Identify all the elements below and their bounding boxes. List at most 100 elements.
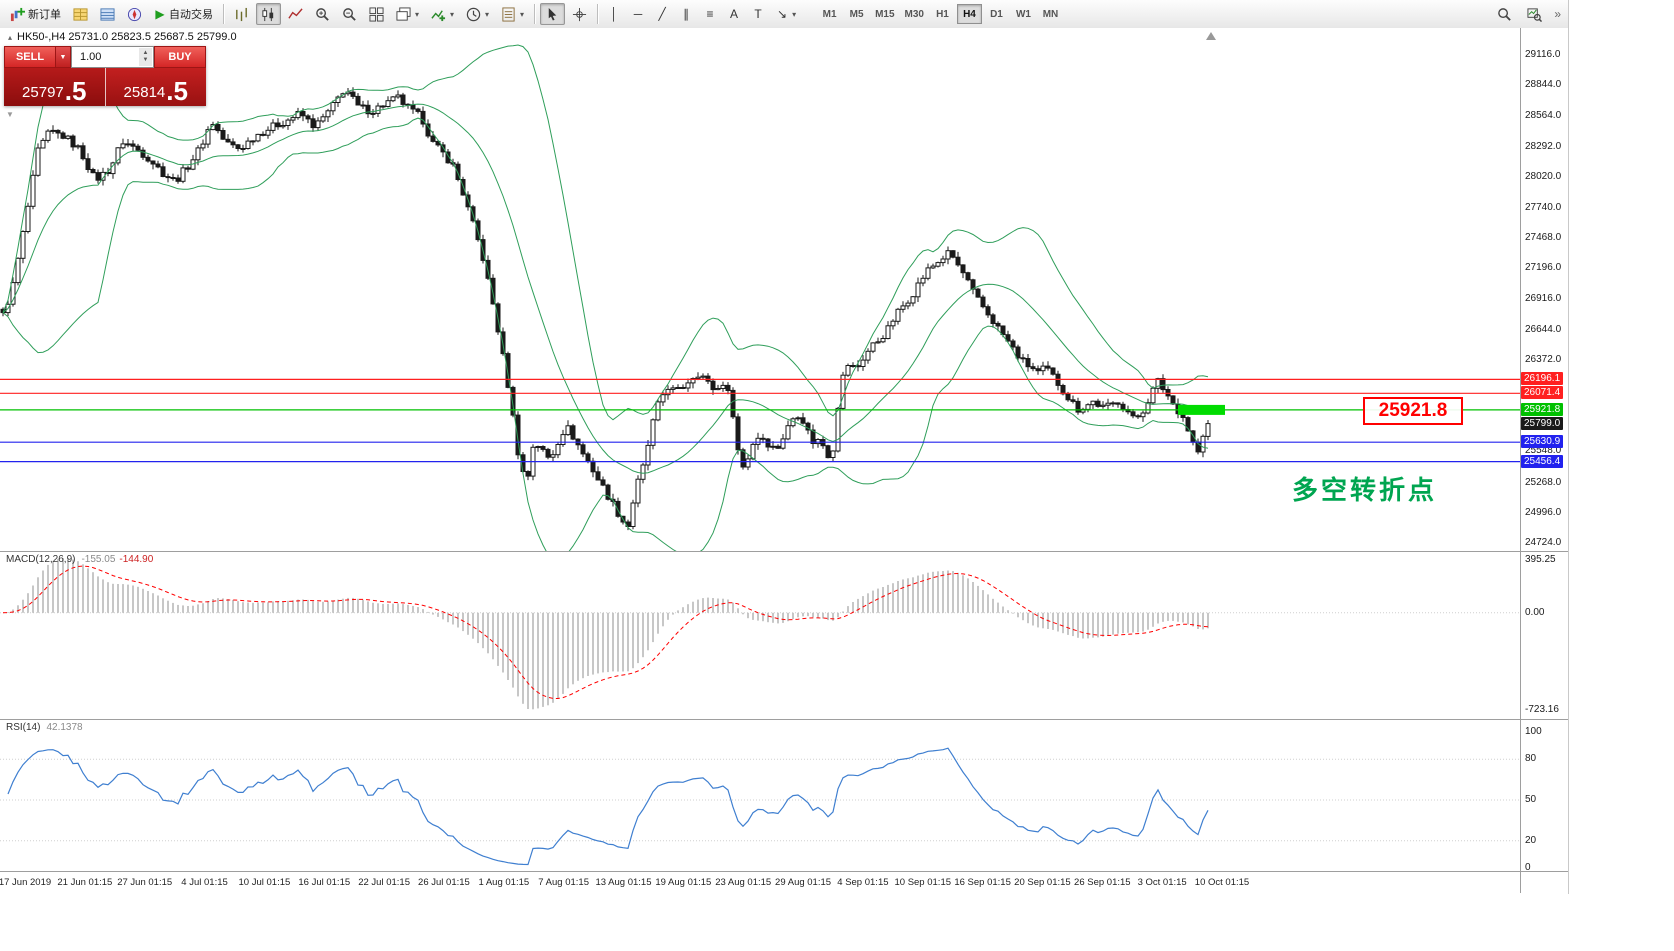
text-label-tool-button[interactable]: T	[747, 3, 769, 25]
vertical-line-tool-button[interactable]: │	[603, 3, 625, 25]
timeframes-menu-button[interactable]: ▾	[461, 3, 494, 25]
axis-label: 28844.0	[1525, 79, 1562, 91]
timeframe-w1[interactable]: W1	[1011, 4, 1036, 24]
price-axis[interactable]: 29116.0 28844.0 28564.0 28292.0 28020.0 27740…	[1520, 28, 1568, 551]
macd-axis[interactable]: 395.25 0.00 -723.16	[1520, 552, 1568, 719]
date-axis[interactable]: 17 Jun 2019 21 Jun 01:15 27 Jun 01:15 4 Jul…	[0, 872, 1520, 893]
timeframe-m1[interactable]: M1	[817, 4, 842, 24]
buy-button[interactable]: BUY	[154, 46, 206, 68]
chevron-down-icon: ▾	[450, 9, 455, 19]
axis-label: 28292.0	[1525, 140, 1562, 152]
indicators-icon	[431, 9, 446, 21]
timeframe-m30[interactable]: M30	[901, 4, 928, 24]
axis-label: 25548.0	[1525, 445, 1562, 457]
date-axis-label: 16 Jul 01:15	[298, 877, 351, 888]
rsi-axis[interactable]: 100 80 50 20 0	[1520, 720, 1568, 873]
timeframe-h4[interactable]: H4	[956, 4, 982, 24]
panel-splitter[interactable]	[0, 551, 1568, 552]
data-window-button[interactable]	[95, 3, 120, 25]
rsi-pane: RSI(14) 42.1378	[0, 720, 1520, 871]
new-order-label: 新订单	[28, 9, 61, 21]
axis-label: 26916.0	[1525, 293, 1562, 305]
candlestick-chart-button[interactable]	[256, 3, 281, 25]
chevron-down-icon: ▾	[792, 9, 797, 19]
price-callout-box[interactable]: 25921.8	[1363, 397, 1463, 425]
chevron-down-icon: ▾	[520, 9, 525, 19]
axis-label: 27468.0	[1525, 232, 1562, 244]
date-axis-label: 1 Aug 01:15	[478, 877, 530, 888]
market-watch-button[interactable]	[68, 3, 93, 25]
price-axis-tag: 25921.8	[1521, 402, 1564, 416]
toolbar-overflow-chevron[interactable]: »	[1554, 7, 1561, 21]
tile-windows-button[interactable]	[364, 3, 389, 25]
sell-button[interactable]: SELL	[4, 46, 56, 68]
toolbar-separator	[223, 4, 224, 24]
toolbar-group-drawing: │ ─ ╱ ∥ ≡ A T ↘ ▾	[602, 3, 802, 25]
date-axis-label: 23 Aug 01:15	[715, 877, 772, 888]
indicators-button[interactable]: ▾	[426, 3, 459, 25]
zoom-out-button[interactable]	[337, 3, 362, 25]
timeframe-mn[interactable]: MN	[1038, 4, 1063, 24]
channel-tool-button[interactable]: ∥	[675, 3, 697, 25]
new-order-button[interactable]: 新订单	[5, 3, 66, 25]
fibonacci-icon: ≡	[706, 7, 714, 21]
toolbar-separator	[597, 4, 599, 24]
navigator-button[interactable]	[122, 3, 147, 25]
date-axis-label: 29 Aug 01:15	[775, 877, 832, 888]
timeframe-m5[interactable]: M5	[844, 4, 869, 24]
timeframe-m15[interactable]: M15	[871, 4, 898, 24]
date-axis-label: 22 Jul 01:15	[358, 877, 410, 888]
volume-spinner[interactable]: ▲ ▼	[139, 48, 152, 66]
horizontal-line-tool-button[interactable]: ─	[627, 3, 649, 25]
date-axis-label: 3 Oct 01:15	[1137, 877, 1187, 888]
rsi-canvas[interactable]	[0, 720, 1520, 871]
date-axis-label: 10 Oct 01:15	[1194, 877, 1250, 888]
date-axis-label: 10 Sep 01:15	[894, 877, 952, 888]
panel-splitter[interactable]	[0, 719, 1568, 720]
spinner-up-icon[interactable]: ▲	[142, 50, 149, 56]
symbol-search-button[interactable]	[1492, 3, 1517, 25]
panel-splitter[interactable]	[0, 871, 1568, 872]
toolbar: 新订单 ▶ 自动交易	[0, 0, 1568, 29]
horizontal-level-lines[interactable]	[0, 378, 1520, 463]
chart-annotation-text[interactable]: 多空转折点	[1292, 475, 1438, 505]
volume-field[interactable]: 1.00 ▲ ▼	[71, 46, 154, 68]
text-tool-button[interactable]: A	[723, 3, 745, 25]
buy-price[interactable]: 25814.5	[105, 68, 206, 106]
chart-ohlc-header: ▴ HK50-,H4 25731.0 25823.5 25687.5 25799…	[8, 31, 237, 43]
sell-price[interactable]: 25797.5	[4, 68, 106, 106]
cascade-windows-button[interactable]: ▾	[391, 3, 424, 25]
templates-button[interactable]: ▾	[496, 3, 529, 25]
arrows-tool-button[interactable]: ↘ ▾	[771, 3, 801, 25]
zoom-in-button[interactable]	[310, 3, 335, 25]
date-axis-label: 4 Sep 01:15	[837, 877, 889, 888]
chart-search-button[interactable]	[1522, 3, 1547, 25]
chart-search-icon	[1527, 7, 1543, 22]
timeframe-h1[interactable]: H1	[930, 4, 955, 24]
order-type-dropdown[interactable]: ▼	[56, 46, 71, 68]
line-chart-button[interactable]	[283, 3, 308, 25]
trendline-tool-button[interactable]: ╱	[651, 3, 673, 25]
macd-value-main: -155.05	[81, 554, 116, 565]
axis-label: 27196.0	[1525, 262, 1562, 274]
price-axis-tag: 25799.0	[1521, 416, 1564, 430]
macd-pane: MACD(12,26,9) -155.05 -144.90	[0, 552, 1520, 719]
axis-label: 27740.0	[1525, 201, 1562, 213]
axis-label: 24724.0	[1525, 537, 1562, 548]
timeframe-d1[interactable]: D1	[984, 4, 1009, 24]
price-axis-tag: 26071.4	[1521, 386, 1564, 400]
cursor-button[interactable]	[540, 3, 566, 25]
trade-panel-collapse-icon[interactable]: ▼	[6, 110, 14, 119]
bar-chart-button[interactable]	[229, 3, 254, 25]
date-axis-corner	[1520, 872, 1568, 893]
crosshair-button[interactable]	[567, 3, 592, 25]
auto-trading-button[interactable]: ▶ 自动交易	[149, 3, 218, 25]
date-axis-label: 21 Jun 01:15	[57, 877, 113, 888]
highlight-zone[interactable]	[1178, 404, 1225, 415]
price-chart-canvas[interactable]	[0, 28, 1520, 551]
axis-label: 24996.0	[1525, 506, 1562, 518]
fibonacci-tool-button[interactable]: ≡	[699, 3, 721, 25]
spinner-down-icon[interactable]: ▼	[142, 57, 149, 63]
macd-canvas[interactable]	[0, 552, 1520, 719]
zoom-in-icon	[316, 7, 329, 21]
